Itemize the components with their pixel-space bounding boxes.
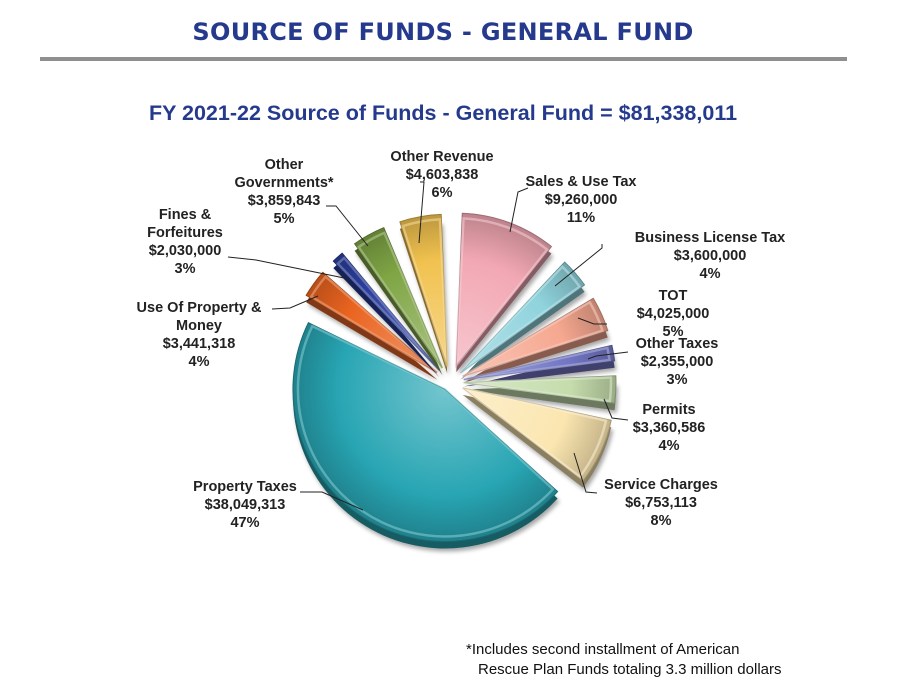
label-fines-forfeitures: Fines & Forfeitures $2,030,000 3% <box>147 207 223 277</box>
label-other-revenue: Other Revenue $4,603,838 6% <box>390 149 493 201</box>
leader-line-tot <box>577 317 607 325</box>
leader-line-other-revenue <box>418 181 425 244</box>
label-tot: TOT $4,025,000 5% <box>637 288 710 340</box>
label-other-taxes: Other Taxes $2,355,000 3% <box>636 336 719 388</box>
chart-title: FY 2021-22 Source of Funds - General Fun… <box>148 101 738 125</box>
slice-fines-forfeitures <box>332 252 441 378</box>
leader-line-other-taxes <box>587 351 629 360</box>
label-permits: Permits $3,360,586 4% <box>633 402 706 454</box>
slice-business-license-tax <box>459 261 586 380</box>
slice-use-of-property-money <box>305 271 438 380</box>
label-property-taxes: Property Taxes $38,049,313 47% <box>193 479 297 531</box>
slice-permits <box>463 375 617 411</box>
footnote: *Includes second installment of American… <box>466 640 886 680</box>
slice-property-taxes <box>292 321 559 549</box>
label-use-of-property-money: Use Of Property & Money $3,441,318 4% <box>137 300 262 370</box>
label-business-license-tax: Business License Tax $3,600,000 4% <box>635 230 785 282</box>
title-divider <box>40 57 847 61</box>
leader-line-service-charges <box>573 452 598 494</box>
label-sales-use-tax: Sales & Use Tax $9,260,000 11% <box>526 174 637 226</box>
footnote-line-1: *Includes second installment of American <box>466 641 740 658</box>
label-service-charges: Service Charges $6,753,113 8% <box>604 477 718 529</box>
footnote-line-2: Rescue Plan Funds totaling 3.3 million d… <box>478 661 782 678</box>
label-other-governments: Other Governments* $3,859,843 5% <box>234 157 333 227</box>
leader-line-permits <box>603 398 629 421</box>
slice-other-taxes <box>463 344 616 387</box>
leader-line-business-license-tax <box>554 244 603 287</box>
slice-other-governments <box>353 227 444 375</box>
page-title: SOURCE OF FUNDS - GENERAL FUND <box>192 18 694 46</box>
slice-other-revenue <box>399 213 449 374</box>
slice-tot <box>462 297 609 384</box>
slice-sales-use-tax <box>454 212 553 373</box>
leader-line-other-governments <box>326 205 369 247</box>
leader-line-property-taxes <box>300 491 364 511</box>
leader-line-fines-forfeitures <box>227 256 350 280</box>
leader-line-use-of-property-money <box>271 295 319 310</box>
leader-line-sales-use-tax <box>509 187 529 233</box>
